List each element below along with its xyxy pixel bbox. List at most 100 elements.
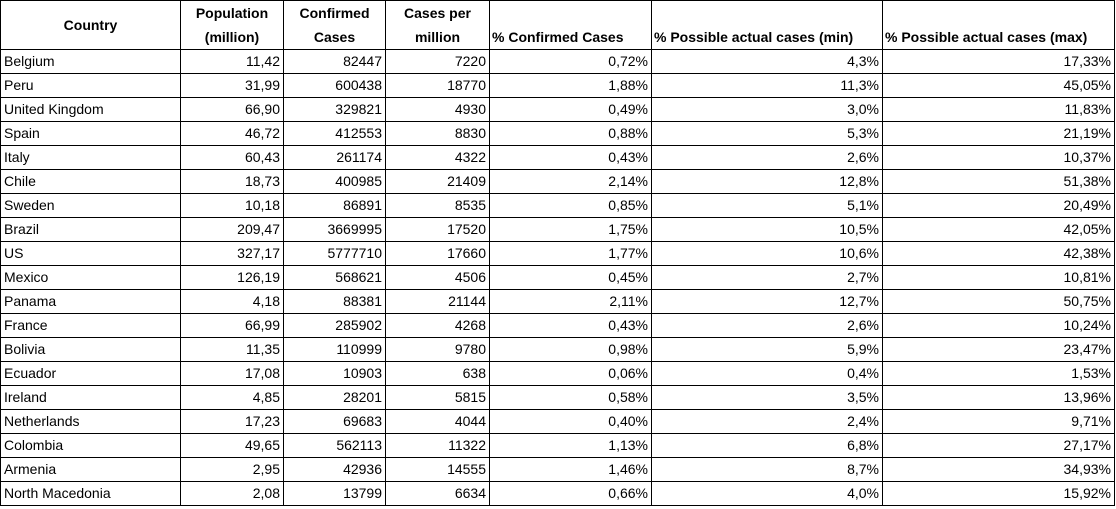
table-body: Belgium 11,42 82447 7220 0,72% 4,3% 17,33% Peru… [0,49,1115,506]
cell-population: 10,18 [180,193,284,218]
cell-confirmed: 261174 [283,145,386,170]
cell-country: Brazil [0,217,181,242]
cell-pct-possible-max: 17,33% [882,49,1115,74]
cell-pct-possible-min: 12,8% [651,169,883,194]
header-pct-possible-min: % Possible actual cases (min) [651,0,883,50]
cell-cases-per-million: 9780 [385,337,490,362]
cell-pct-possible-min: 2,6% [651,145,883,170]
cell-population: 2,95 [180,457,284,482]
cell-confirmed: 562113 [283,433,386,458]
table-row: Chile 18,73 400985 21409 2,14% 12,8% 51,38% [0,169,1115,194]
cell-country: Chile [0,169,181,194]
cell-population: 4,85 [180,385,284,410]
header-pct-possible-min-label: % Possible actual cases (min) [654,29,854,45]
header-confirmed-line2: Cases [313,29,356,45]
cell-population: 327,17 [180,241,284,266]
cell-cases-per-million: 4930 [385,97,490,122]
cell-pct-confirmed: 2,14% [489,169,652,194]
cell-pct-confirmed: 0,40% [489,409,652,434]
cell-confirmed: 42936 [283,457,386,482]
cell-pct-possible-min: 2,7% [651,265,883,290]
cell-cases-per-million: 7220 [385,49,490,74]
cell-confirmed: 13799 [283,481,386,506]
cell-population: 46,72 [180,121,284,146]
cell-confirmed: 412553 [283,121,386,146]
cell-country: Netherlands [0,409,181,434]
header-confirmed: Confirmed Cases [283,0,386,50]
cell-pct-confirmed: 0,72% [489,49,652,74]
cell-pct-possible-min: 6,8% [651,433,883,458]
cell-confirmed: 82447 [283,49,386,74]
cell-pct-possible-max: 45,05% [882,73,1115,98]
cell-pct-confirmed: 2,11% [489,289,652,314]
cell-pct-confirmed: 0,45% [489,265,652,290]
cell-pct-possible-min: 5,1% [651,193,883,218]
cell-population: 66,90 [180,97,284,122]
cell-country: Mexico [0,265,181,290]
cell-pct-possible-max: 21,19% [882,121,1115,146]
cell-pct-possible-max: 42,38% [882,241,1115,266]
header-cases-per-million: Cases per million [385,0,490,50]
cell-population: 49,65 [180,433,284,458]
header-population-line2: (million) [204,29,260,45]
table-row: Ireland 4,85 28201 5815 0,58% 3,5% 13,96% [0,385,1115,410]
header-row: Country Population (million) Confirmed C… [0,0,1115,50]
header-pct-confirmed-label: % Confirmed Cases [492,29,624,45]
table-row: Spain 46,72 412553 8830 0,88% 5,3% 21,19% [0,121,1115,146]
table-row: Brazil 209,47 3669995 17520 1,75% 10,5% 42,05% [0,217,1115,242]
cell-country: Italy [0,145,181,170]
cell-country: US [0,241,181,266]
cell-population: 17,08 [180,361,284,386]
table-row: Colombia 49,65 562113 11322 1,13% 6,8% 27,17% [0,433,1115,458]
cell-confirmed: 10903 [283,361,386,386]
cell-country: Armenia [0,457,181,482]
cell-pct-possible-max: 23,47% [882,337,1115,362]
cell-pct-possible-max: 10,37% [882,145,1115,170]
cell-population: 209,47 [180,217,284,242]
header-cases-per-million-line2: million [414,29,461,45]
table-row: Bolivia 11,35 110999 9780 0,98% 5,9% 23,47% [0,337,1115,362]
cell-country: North Macedonia [0,481,181,506]
cell-pct-possible-min: 3,5% [651,385,883,410]
cell-confirmed: 86891 [283,193,386,218]
table-header: Country Population (million) Confirmed C… [0,0,1115,50]
cell-pct-confirmed: 0,43% [489,145,652,170]
cell-pct-possible-max: 50,75% [882,289,1115,314]
table-row: Sweden 10,18 86891 8535 0,85% 5,1% 20,49% [0,193,1115,218]
cell-pct-confirmed: 0,43% [489,313,652,338]
cell-confirmed: 329821 [283,97,386,122]
cell-pct-confirmed: 0,88% [489,121,652,146]
cell-country: Spain [0,121,181,146]
cell-cases-per-million: 5815 [385,385,490,410]
cell-country: Panama [0,289,181,314]
cell-cases-per-million: 8830 [385,121,490,146]
cell-pct-possible-max: 11,83% [882,97,1115,122]
table-row: Ecuador 17,08 10903 638 0,06% 0,4% 1,53% [0,361,1115,386]
cell-population: 11,42 [180,49,284,74]
cell-population: 2,08 [180,481,284,506]
cell-population: 66,99 [180,313,284,338]
cell-confirmed: 88381 [283,289,386,314]
cell-pct-possible-min: 2,6% [651,313,883,338]
cell-cases-per-million: 638 [385,361,490,386]
cell-confirmed: 600438 [283,73,386,98]
header-confirmed-line1: Confirmed [299,5,370,21]
cell-cases-per-million: 21144 [385,289,490,314]
cell-pct-confirmed: 0,06% [489,361,652,386]
table-row: France 66,99 285902 4268 0,43% 2,6% 10,24% [0,313,1115,338]
cell-pct-possible-min: 8,7% [651,457,883,482]
cell-pct-possible-max: 9,71% [882,409,1115,434]
cell-pct-possible-max: 13,96% [882,385,1115,410]
cell-population: 17,23 [180,409,284,434]
cell-cases-per-million: 6634 [385,481,490,506]
cell-pct-confirmed: 0,49% [489,97,652,122]
table-row: Mexico 126,19 568621 4506 0,45% 2,7% 10,81% [0,265,1115,290]
header-population: Population (million) [180,0,284,50]
cell-cases-per-million: 11322 [385,433,490,458]
cell-pct-possible-max: 34,93% [882,457,1115,482]
cell-confirmed: 568621 [283,265,386,290]
cell-cases-per-million: 14555 [385,457,490,482]
table-row: Belgium 11,42 82447 7220 0,72% 4,3% 17,33% [0,49,1115,74]
cell-confirmed: 285902 [283,313,386,338]
